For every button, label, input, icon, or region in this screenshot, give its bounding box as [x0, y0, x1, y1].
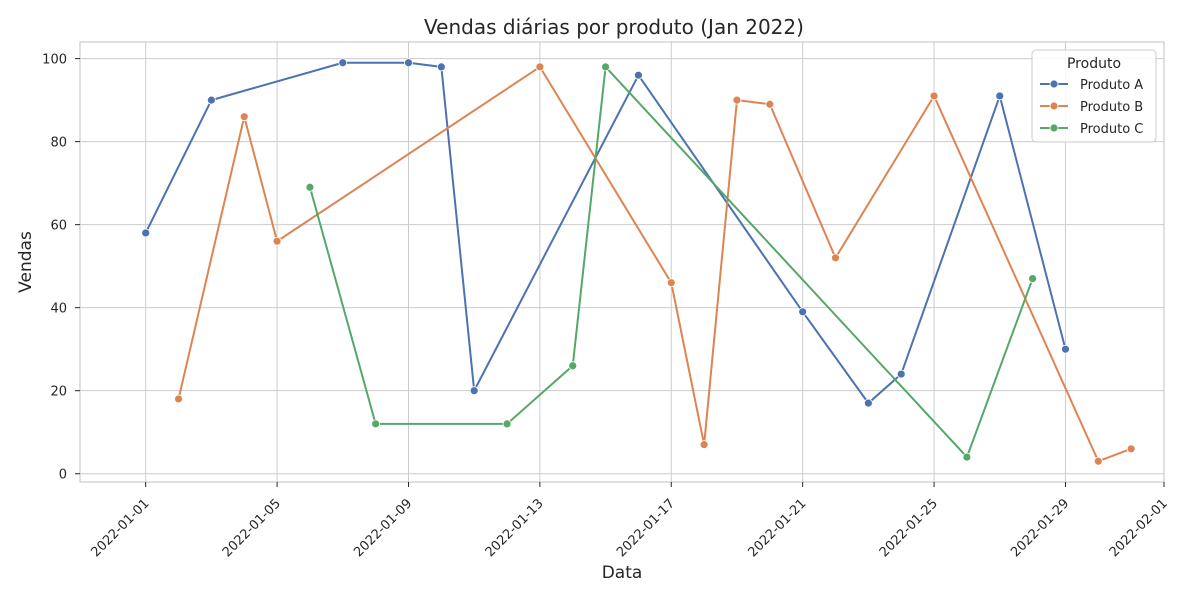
- y-axis-label: Vendas: [16, 231, 36, 293]
- data-point-produto-a: [206, 95, 216, 105]
- data-point-produto-b: [1126, 444, 1136, 454]
- data-point-produto-c: [371, 419, 381, 429]
- plot-area: [79, 41, 1165, 483]
- data-point-produto-a: [896, 369, 906, 379]
- legend-label: Produto A: [1080, 78, 1143, 93]
- x-tick-label: 2022-01-05: [220, 496, 284, 560]
- data-point-produto-b: [174, 394, 183, 404]
- x-tick-label: 2022-01-17: [614, 496, 678, 560]
- x-axis-ticks: 2022-01-01 2022-01-05 2022-01-09 2022-01-13…: [88, 482, 1171, 560]
- x-axis-label: Data: [602, 563, 643, 583]
- data-point-produto-c: [962, 452, 972, 462]
- legend-title: Produto: [1067, 56, 1121, 72]
- x-tick-label: 2022-02-01: [1107, 496, 1171, 560]
- data-point-produto-a: [634, 70, 643, 80]
- y-tick-label: 100: [42, 53, 67, 68]
- data-point-produto-c: [601, 62, 610, 72]
- data-point-produto-c: [568, 361, 578, 371]
- x-tick-label: 2022-01-25: [877, 496, 941, 560]
- data-point-produto-a: [995, 91, 1005, 101]
- data-point-produto-b: [239, 112, 249, 122]
- legend-label: Produto C: [1080, 122, 1143, 137]
- x-tick-label: 2022-01-21: [745, 496, 809, 560]
- data-point-produto-b: [666, 278, 676, 288]
- data-point-produto-b: [272, 236, 282, 246]
- data-point-produto-b: [1093, 456, 1103, 466]
- y-tick-label: 40: [50, 302, 67, 317]
- series-produto-a: [141, 58, 1070, 408]
- legend-label: Produto B: [1080, 100, 1143, 115]
- series-lines: [141, 58, 1136, 466]
- data-point-produto-a: [404, 58, 413, 68]
- data-point-produto-b: [699, 440, 709, 450]
- y-axis-ticks: 0 20 40 60 80 100: [42, 53, 80, 483]
- data-point-produto-b: [831, 253, 840, 263]
- data-point-produto-a: [1061, 344, 1070, 354]
- series-line-produto-a: [144, 61, 1067, 405]
- legend-marker: [1049, 123, 1059, 133]
- data-point-produto-b: [765, 99, 775, 109]
- legend-item: Produto C: [1040, 122, 1143, 137]
- x-tick-label: 2022-01-09: [351, 496, 415, 560]
- y-tick-label: 60: [50, 219, 67, 234]
- data-point-produto-c: [1028, 274, 1038, 284]
- x-tick-label: 2022-01-01: [88, 496, 152, 560]
- y-tick-label: 0: [59, 468, 67, 483]
- x-tick-label: 2022-01-13: [483, 496, 547, 560]
- x-tick-label: 2022-01-29: [1008, 496, 1072, 560]
- data-point-produto-c: [305, 182, 315, 192]
- series-produto-c: [305, 62, 1038, 462]
- data-point-produto-a: [469, 386, 479, 396]
- data-point-produto-b: [732, 95, 742, 105]
- data-point-produto-b: [535, 62, 545, 72]
- legend-box: [1031, 49, 1157, 143]
- y-tick-label: 80: [50, 136, 67, 151]
- y-tick-label: 20: [50, 385, 67, 400]
- data-point-produto-a: [141, 228, 151, 238]
- data-point-produto-c: [502, 419, 512, 429]
- series-produto-b: [174, 62, 1136, 466]
- legend-item: Produto B: [1040, 100, 1143, 115]
- legend-marker: [1049, 79, 1059, 89]
- legend-marker: [1049, 101, 1059, 111]
- data-point-produto-a: [798, 307, 808, 317]
- data-point-produto-a: [338, 58, 348, 68]
- data-point-produto-b: [929, 91, 939, 101]
- series-line-produto-b: [177, 65, 1132, 463]
- data-point-produto-a: [436, 62, 446, 72]
- data-point-produto-a: [863, 398, 873, 408]
- legend-item: Produto A: [1040, 78, 1143, 93]
- legend: Produto Produto A Produto B Produto C: [1031, 49, 1157, 143]
- chart-title: Vendas diárias por produto (Jan 2022): [424, 15, 804, 39]
